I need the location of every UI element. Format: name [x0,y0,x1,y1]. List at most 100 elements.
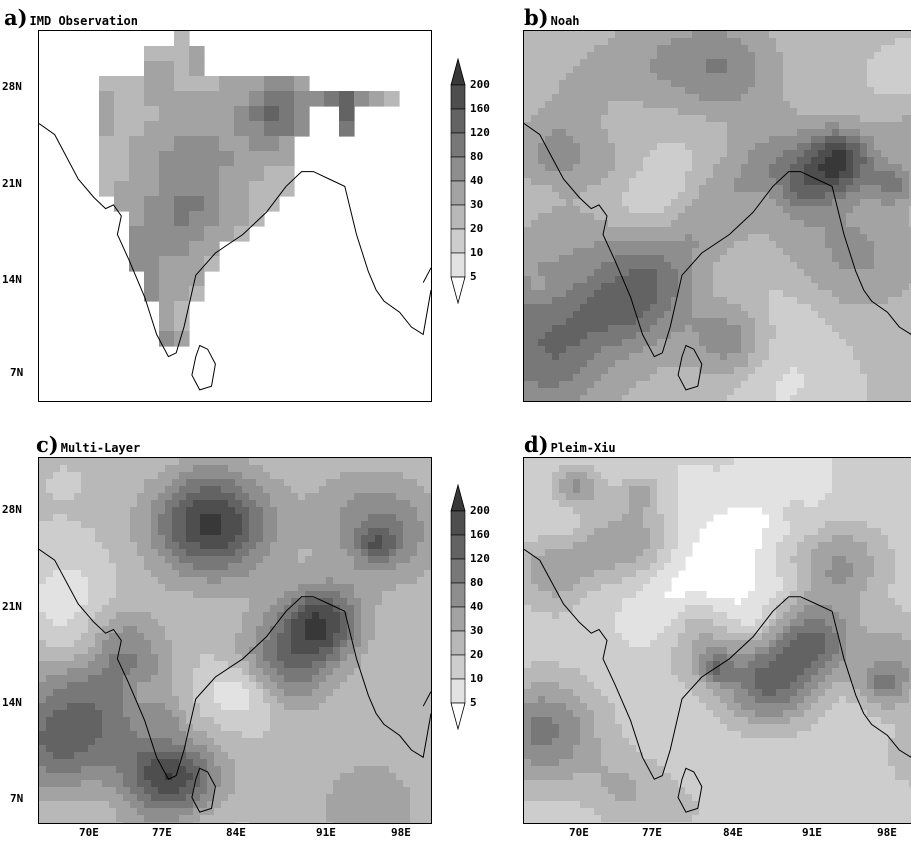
contour-cell [545,101,553,109]
contour-cell [531,360,539,368]
contour-cell [895,38,903,46]
contour-cell [403,507,411,515]
contour-cell [179,521,187,529]
contour-cell [783,45,791,53]
contour-cell [587,122,595,130]
contour-cell [853,388,861,396]
contour-cell [214,465,222,473]
contour-cell [424,472,431,480]
contour-cell [545,304,553,312]
contour-cell [123,479,131,487]
contour-cell [867,122,875,130]
contour-cell [678,346,686,354]
contour-cell [608,311,616,319]
contour-cell [545,199,553,207]
contour-cell [137,472,145,480]
contour-cell [790,234,798,242]
contour-cell [417,479,425,487]
contour-cell [594,122,602,130]
contour-cell [207,661,215,669]
contour-cell [102,493,110,501]
contour-cell [95,542,103,550]
contour-cell [249,514,257,522]
contour-cell [895,227,903,235]
contour-cell [811,241,819,249]
contour-cell [189,241,205,257]
contour-cell [832,381,840,389]
contour-cell [692,283,700,291]
contour-cell [818,31,826,39]
contour-cell [839,325,847,333]
contour-cell [629,262,637,270]
contour-cell [741,332,749,340]
contour-cell [179,668,187,676]
contour-cell [375,507,383,515]
contour-cell [410,556,418,564]
contour-cell [88,661,96,669]
contour-cell [615,234,623,242]
contour-cell [853,101,861,109]
contour-cell [531,66,539,74]
contour-cell [256,612,264,620]
contour-cell [762,136,770,144]
contour-cell [67,598,75,606]
contour-cell [664,66,672,74]
contour-cell [186,479,194,487]
contour-cell [189,271,205,287]
contour-cell [179,514,187,522]
contour-cell [748,157,756,165]
contour-cell [615,136,623,144]
contour-cell [615,325,623,333]
contour-cell [46,563,54,571]
contour-cell [566,115,574,123]
contour-cell [309,91,325,107]
contour-cell [629,73,637,81]
contour-cell [228,633,236,641]
contour-cell [685,227,693,235]
contour-cell [116,647,124,655]
contour-cell [671,325,679,333]
contour-cell [361,584,369,592]
contour-cell [720,157,728,165]
contour-cell [375,479,383,487]
contour-cell [319,514,327,522]
contour-cell [242,563,250,571]
contour-cell [636,346,644,354]
contour-cell [531,332,539,340]
contour-cell [853,318,861,326]
contour-cell [95,584,103,592]
contour-cell [874,248,882,256]
contour-cell [811,283,819,291]
contour-cell [853,353,861,361]
contour-cell [347,472,355,480]
contour-cell [382,542,390,550]
contour-cell [909,248,911,256]
contour-cell [88,556,96,564]
lat-label: 7N [10,366,24,379]
contour-cell [39,500,47,508]
contour-cell [333,514,341,522]
contour-cell [629,388,637,396]
panel-c-letter: c) [36,432,59,457]
contour-cell [74,647,82,655]
contour-cell [825,122,833,130]
contour-cell [853,73,861,81]
contour-cell [860,87,868,95]
contour-cell [264,76,280,92]
contour-cell [748,143,756,151]
contour-cell [559,248,567,256]
contour-cell [235,563,243,571]
contour-cell [340,598,348,606]
contour-cell [88,563,96,571]
contour-cell [650,346,658,354]
contour-cell [559,276,567,284]
contour-cell [151,542,159,550]
contour-cell [312,535,320,543]
contour-cell [608,297,616,305]
contour-cell [144,619,152,627]
contour-cell [531,143,539,151]
contour-cell [305,472,313,480]
contour-cell [270,570,278,578]
contour-cell [853,332,861,340]
contour-cell [678,122,686,130]
